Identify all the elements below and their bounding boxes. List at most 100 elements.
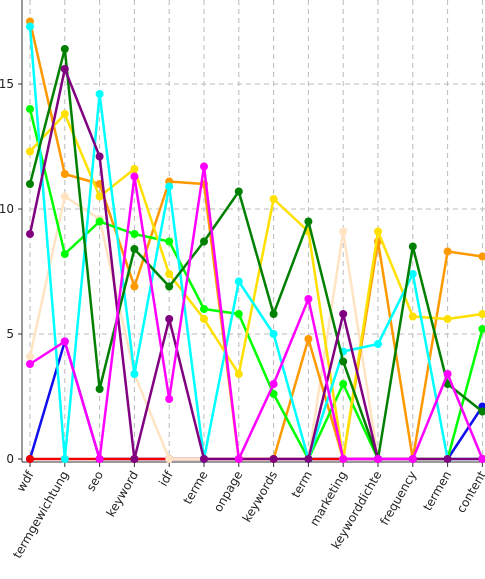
series-9 [26,162,485,463]
data-point [339,380,348,388]
series-line [29,165,484,461]
data-point [130,370,139,378]
data-point [408,270,417,278]
data-point [130,230,139,238]
data-point [408,242,417,251]
data-point [26,352,34,361]
data-point [200,455,208,463]
x-tick-label: onpage [211,469,246,515]
data-point [200,237,208,246]
y-tick-label: 15 [0,77,14,91]
data-point [408,455,417,463]
data-point [478,455,485,463]
data-point [339,455,348,463]
series-line [28,47,484,461]
data-point [26,22,34,31]
data-point [95,455,104,463]
data-point [478,407,485,416]
data-point [130,282,139,291]
data-point [269,455,278,463]
data-point [95,385,104,393]
data-point [165,455,174,463]
data-point [269,390,278,398]
data-point [234,310,243,318]
data-point [304,295,313,303]
series-5 [26,110,485,463]
data-point [60,45,69,53]
data-point [304,455,313,463]
data-point [60,455,69,463]
series-group [26,17,485,463]
data-point [130,245,139,253]
data-point [165,315,174,323]
data-point [130,455,139,463]
data-point [304,335,313,343]
data-point [374,340,382,348]
series-6 [26,22,485,463]
data-point [269,330,278,338]
data-point [26,147,34,156]
data-point [130,165,139,173]
series-7 [26,45,485,463]
series-line [28,21,483,461]
data-point [60,192,69,201]
data-point [200,162,208,171]
data-point [443,455,452,463]
data-point [443,315,452,323]
data-point [26,455,34,463]
data-point [165,182,174,191]
data-point [95,192,104,201]
data-point [26,230,34,238]
data-point [60,250,69,258]
data-point [478,252,485,261]
data-point [130,172,139,181]
y-tick-labels: 0 5 10 15 [0,77,14,466]
x-tick-label: terme [181,469,211,507]
data-point [234,187,243,196]
x-tick-label: keywords [240,469,281,525]
data-point [443,370,452,378]
data-point [339,310,348,318]
data-point [60,65,69,73]
x-tick-label: term [289,469,315,501]
y-tick-label: 5 [6,327,14,341]
data-point [26,180,34,188]
x-tick-label: keyword [104,469,141,520]
data-point [26,360,34,368]
data-point [269,380,278,388]
data-point [165,282,174,291]
data-point [95,90,104,98]
data-point [165,395,174,403]
data-point [374,227,382,236]
data-point [478,310,485,318]
data-point [443,247,452,256]
x-tick-label: content [454,468,485,515]
series-line [28,67,483,461]
data-point [60,170,69,178]
data-point [60,337,69,346]
y-tick-label: 0 [6,452,14,466]
x-tick-label: wdf [14,468,37,494]
data-point [269,310,278,318]
data-point [234,277,243,286]
data-point [374,455,382,463]
data-point [478,325,485,333]
x-tick-label: idf [156,468,176,489]
data-point [408,312,417,321]
data-point [304,217,313,226]
x-tick-label: seo [84,469,107,494]
data-point [95,152,104,161]
data-point [165,270,174,278]
x-tick-label: termen [420,469,454,514]
data-point [200,315,208,323]
data-point [165,237,174,246]
data-point [339,227,348,236]
data-point [269,195,278,203]
data-point [200,305,208,313]
data-point [26,105,34,113]
data-point [95,217,104,226]
data-point [339,357,348,366]
data-point [234,455,243,463]
